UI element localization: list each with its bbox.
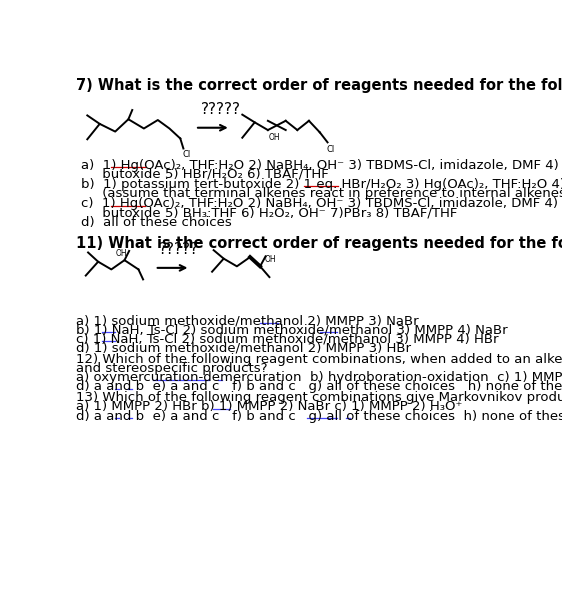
Text: ?????: ????? [158, 242, 198, 257]
Text: d)  all of these choices: d) all of these choices [81, 216, 232, 229]
Text: a) 1) sodium methoxide/methanol 2) MMPP 3) NaBr: a) 1) sodium methoxide/methanol 2) MMPP … [76, 314, 419, 327]
Text: 7) What is the correct order of reagents needed for the following reaction?: 7) What is the correct order of reagents… [76, 79, 562, 94]
Text: 12) Which of the following reagent combinations, when added to an alkene, give r: 12) Which of the following reagent combi… [76, 353, 562, 365]
Text: Cl: Cl [327, 145, 335, 154]
Text: c)  1) Hg(OAc)₂, THF:H₂O 2) NaBH₄, OH⁻ 3) TBDMS-Cl, imidazole, DMF 4) potassium : c) 1) Hg(OAc)₂, THF:H₂O 2) NaBH₄, OH⁻ 3)… [81, 197, 562, 210]
Text: (assume that terminal alkenes react in preference to internal alkenes): (assume that terminal alkenes react in p… [81, 187, 562, 200]
Text: ?????: ????? [201, 102, 241, 117]
Text: a) oxymercuration-demercuration  b) hydroboration-oxidation  c) 1) MMPP 2) H₃O⁺: a) oxymercuration-demercuration b) hydro… [76, 371, 562, 384]
Text: OH: OH [265, 254, 277, 264]
Text: OH: OH [269, 133, 280, 142]
Text: OH: OH [116, 249, 127, 257]
Text: b) 1) NaH, Ts-Cl 2) sodium methoxide/methanol 3) MMPP 4) NaBr: b) 1) NaH, Ts-Cl 2) sodium methoxide/met… [76, 323, 508, 336]
Text: 11) What is the correct order of reagents needed for the following reaction?: 11) What is the correct order of reagent… [76, 235, 562, 250]
Text: butoxide 5) HBr/H₂O₂ 6) TBAF/THF: butoxide 5) HBr/H₂O₂ 6) TBAF/THF [81, 167, 329, 181]
Text: 13) Which of the following reagent combinations give Markovnikov products?: 13) Which of the following reagent combi… [76, 391, 562, 404]
Text: b)  1) potassium tert-butoxide 2) 1 eq. HBr/H₂O₂ 3) Hg(OAc)₂, THF:H₂O 4) NaBH₄, : b) 1) potassium tert-butoxide 2) 1 eq. H… [81, 178, 562, 191]
Text: Cl: Cl [183, 150, 191, 159]
Text: d) a and b  e) a and c   f) b and c   g) all of these choices  h) none of these : d) a and b e) a and c f) b and c g) all … [76, 409, 562, 423]
Text: and stereospecific products?: and stereospecific products? [76, 362, 268, 375]
Text: butoxide 5) BH₃:THF 6) H₂O₂, OH⁻ 7)PBr₃ 8) TBAF/THF: butoxide 5) BH₃:THF 6) H₂O₂, OH⁻ 7)PBr₃ … [81, 206, 457, 219]
Text: d) 1) sodium methoxide/methanol 2) MMPP 3) HBr: d) 1) sodium methoxide/methanol 2) MMPP … [76, 342, 411, 355]
Text: c) 1) NaH, Ts-Cl 2) sodium methoxide/methanol 3) MMPP 4) HBr: c) 1) NaH, Ts-Cl 2) sodium methoxide/met… [76, 333, 499, 346]
Text: a) 1) MMPP 2) HBr b) 1) MMPP 2) NaBr c) 1) MMPP 2) H₃O⁺: a) 1) MMPP 2) HBr b) 1) MMPP 2) NaBr c) … [76, 401, 463, 413]
Text: d) a and b  e) a and c   f) b and c   g) all of these choices   h) none of these: d) a and b e) a and c f) b and c g) all … [76, 380, 562, 393]
Text: a)  1) Hg(OAc)₂, THF:H₂O 2) NaBH₄, OH⁻ 3) TBDMS-Cl, imidazole, DMF 4) potassium : a) 1) Hg(OAc)₂, THF:H₂O 2) NaBH₄, OH⁻ 3)… [81, 159, 562, 172]
